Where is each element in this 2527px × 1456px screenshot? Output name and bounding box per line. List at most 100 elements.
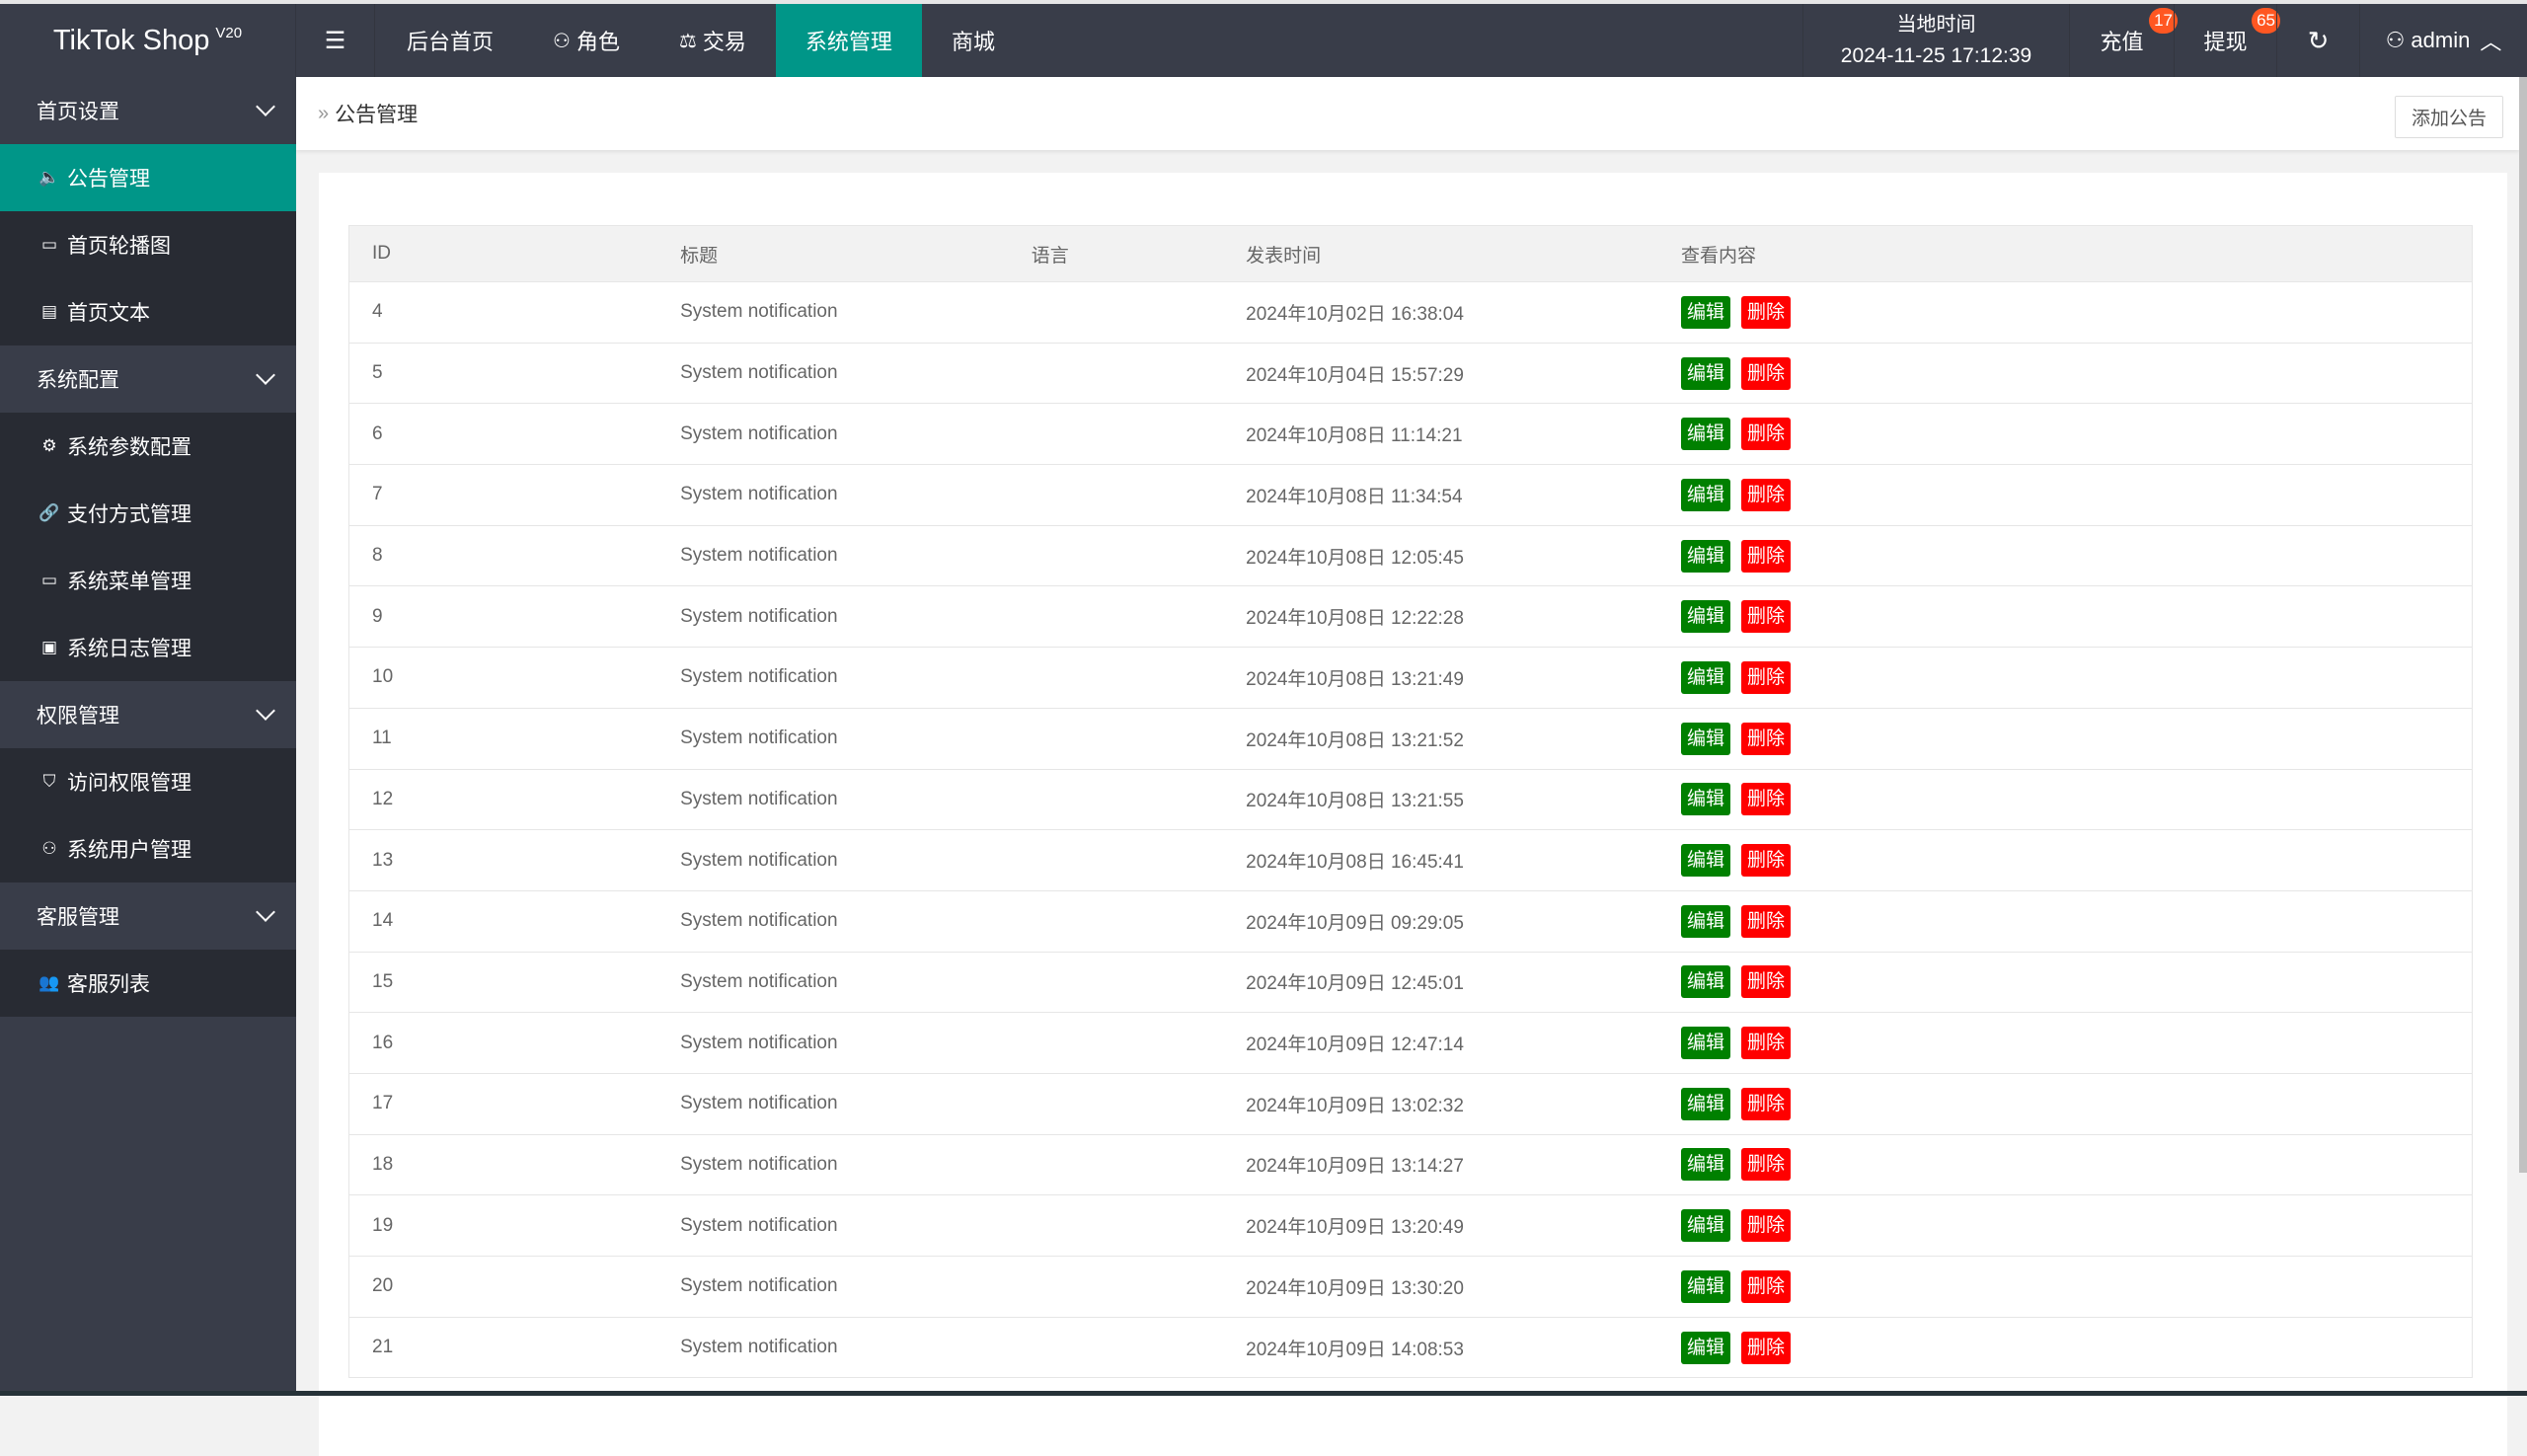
table-cell [1031, 952, 1247, 1014]
edit-button[interactable]: 编辑 [1680, 1331, 1730, 1364]
table-cell: 14 [348, 890, 681, 953]
table-cell: System notification [680, 890, 1032, 953]
edit-button[interactable]: 编辑 [1680, 1148, 1730, 1182]
announcement-table: ID 标题 语言 发表时间 查看内容 4 System notification 2024年… [348, 225, 2473, 1379]
table-cell: 15 [348, 952, 681, 1014]
table-cell: System notification [680, 1134, 1032, 1196]
edit-button[interactable]: 编辑 [1680, 844, 1730, 878]
sidebar-item[interactable]: ⚙ 系统参数配置 [0, 413, 296, 480]
delete-button[interactable]: 删除 [1740, 1269, 1791, 1303]
scrollbar[interactable] [2519, 77, 2527, 1173]
edit-button[interactable]: 编辑 [1680, 783, 1730, 816]
top-bar: TikTok Shop V20 ☰ 后台首页 ⚇ 角色 ⚖ 交易 系统管理 商城 当地时间 20… [0, 4, 2527, 77]
delete-button[interactable]: 删除 [1740, 1148, 1791, 1182]
sidebar-group-items: 🔈 公告管理 ▭ 首页轮播图 ▤ 首页文本 [0, 144, 296, 345]
delete-button[interactable]: 删除 [1740, 356, 1791, 390]
edit-button[interactable]: 编辑 [1680, 295, 1730, 329]
sidebar-item[interactable]: 🔗 支付方式管理 [0, 480, 296, 547]
delete-button[interactable]: 删除 [1740, 965, 1791, 999]
sidebar-item[interactable]: 👥 客服列表 [0, 950, 296, 1017]
table-cell [1031, 1256, 1247, 1318]
edit-button[interactable]: 编辑 [1680, 600, 1730, 634]
sidebar-item[interactable]: ▭ 首页轮播图 [0, 211, 296, 278]
table-cell: 2024年10月08日 13:21:52 [1246, 708, 1681, 770]
withdraw-button[interactable]: 提现 65 [2174, 4, 2280, 77]
delete-button[interactable]: 删除 [1740, 600, 1791, 634]
table-cell: System notification [680, 952, 1032, 1014]
table-row: 20 System notification 2024年10月09日 13:30:2… [348, 1256, 2473, 1318]
menu-toggle-button[interactable]: ☰ [296, 4, 375, 77]
delete-button[interactable]: 删除 [1740, 783, 1791, 816]
table-cell [1031, 769, 1247, 831]
nav-item-3[interactable]: 系统管理 [775, 4, 922, 77]
table-row: 17 System notification 2024年10月09日 13:02:3… [348, 1073, 2473, 1135]
sidebar-item-label: 公告管理 [67, 168, 150, 191]
table-cell [1031, 281, 1247, 344]
delete-button[interactable]: 删除 [1740, 478, 1791, 511]
nav-item-4[interactable]: 商城 [922, 4, 1025, 77]
sidebar-group-1[interactable]: 系统配置 [0, 345, 296, 413]
delete-button[interactable]: 删除 [1740, 1087, 1791, 1120]
users-icon: 👥 [38, 973, 60, 992]
sidebar-item-label: 首页文本 [67, 302, 150, 325]
sidebar-item[interactable]: ⚇ 系统用户管理 [0, 815, 296, 882]
edit-button[interactable]: 编辑 [1680, 539, 1730, 573]
gear-icon: ⚙ [41, 436, 57, 455]
delete-button[interactable]: 删除 [1740, 539, 1791, 573]
delete-button[interactable]: 删除 [1740, 1331, 1791, 1364]
edit-button[interactable]: 编辑 [1680, 1209, 1730, 1243]
delete-button[interactable]: 删除 [1740, 418, 1791, 451]
hamburger-icon: ☰ [324, 27, 346, 54]
table-cell: 2024年10月09日 13:02:32 [1246, 1073, 1681, 1135]
edit-button[interactable]: 编辑 [1680, 904, 1730, 938]
table-cell: 17 [348, 1073, 681, 1135]
add-announcement-button[interactable]: 添加公告 [2394, 96, 2503, 138]
refresh-button[interactable]: ↻ [2276, 4, 2359, 77]
edit-button[interactable]: 编辑 [1680, 1027, 1730, 1060]
table-cell: System notification [680, 1317, 1032, 1379]
nav-item-1[interactable]: ⚇ 角色 [523, 4, 650, 77]
nav-item-2[interactable]: ⚖ 交易 [650, 4, 776, 77]
delete-button[interactable]: 删除 [1740, 1209, 1791, 1243]
edit-button[interactable]: 编辑 [1680, 418, 1730, 451]
user-icon: ⚇ [41, 839, 57, 858]
sidebar-item[interactable]: ▤ 首页文本 [0, 278, 296, 345]
table-cell: System notification [680, 829, 1032, 891]
sidebar-group-0[interactable]: 首页设置 [0, 77, 296, 144]
recharge-button[interactable]: 充值 17 [2069, 4, 2178, 77]
sidebar-item[interactable]: ⛉ 访问权限管理 [0, 748, 296, 815]
delete-button[interactable]: 删除 [1740, 1027, 1791, 1060]
sidebar-item[interactable]: ▣ 系统日志管理 [0, 614, 296, 681]
edit-button[interactable]: 编辑 [1680, 1269, 1730, 1303]
edit-button[interactable]: 编辑 [1680, 722, 1730, 755]
delete-button[interactable]: 删除 [1740, 844, 1791, 878]
edit-button[interactable]: 编辑 [1680, 660, 1730, 694]
user-menu[interactable]: ⚇ admin ︿ [2359, 4, 2527, 77]
table-cell: 2024年10月09日 14:08:53 [1246, 1317, 1681, 1379]
edit-button[interactable]: 编辑 [1680, 478, 1730, 511]
nav-item-label: 系统管理 [804, 30, 892, 54]
edit-button[interactable]: 编辑 [1680, 356, 1730, 390]
delete-button[interactable]: 删除 [1740, 904, 1791, 938]
chevron-down-icon [256, 97, 275, 116]
table-cell [1031, 708, 1247, 770]
sidebar-item[interactable]: ▭ 系统菜单管理 [0, 547, 296, 614]
delete-button[interactable]: 删除 [1740, 660, 1791, 694]
breadcrumb-current: 公告管理 [335, 104, 419, 126]
sidebar-group-3[interactable]: 客服管理 [0, 882, 296, 950]
refresh-icon: ↻ [2307, 25, 2330, 55]
window-icon: ▭ [40, 571, 58, 589]
delete-button[interactable]: 删除 [1740, 295, 1791, 329]
sidebar-item[interactable]: 🔈 公告管理 [0, 144, 296, 211]
nav-item-0[interactable]: 后台首页 [377, 4, 523, 77]
delete-button[interactable]: 删除 [1740, 722, 1791, 755]
table-cell: 12 [348, 769, 681, 831]
sidebar-group-2[interactable]: 权限管理 [0, 681, 296, 748]
table-row: 13 System notification 2024年10月08日 16:45:4… [348, 829, 2473, 891]
table-cell: System notification [680, 647, 1032, 709]
chevron-down-icon [256, 701, 275, 721]
edit-button[interactable]: 编辑 [1680, 1087, 1730, 1120]
actions-cell: 编辑 删除 [1680, 1317, 2473, 1379]
edit-button[interactable]: 编辑 [1680, 965, 1730, 999]
table-cell: 8 [348, 525, 681, 587]
